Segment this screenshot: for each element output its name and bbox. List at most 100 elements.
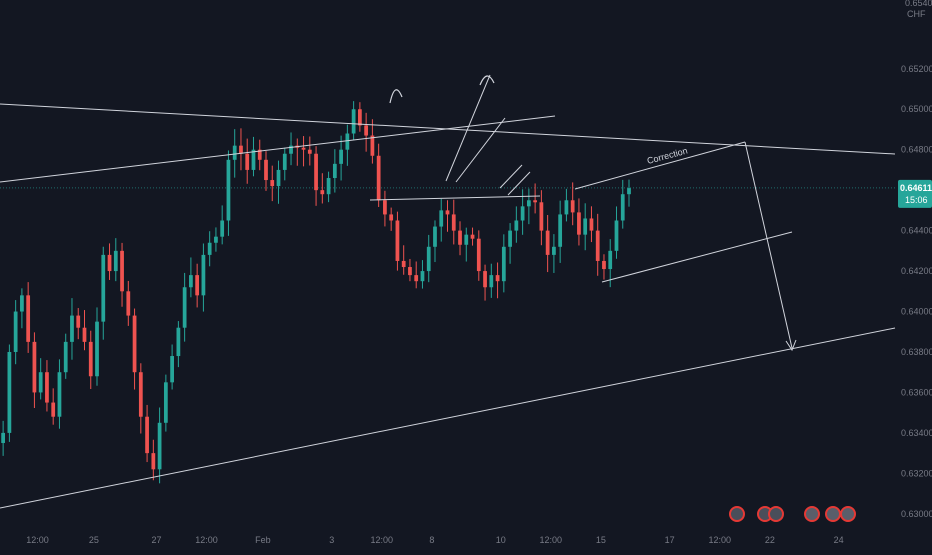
candle-body <box>70 315 74 342</box>
candle-body <box>7 351 12 433</box>
candle-body <box>76 315 81 328</box>
time-tick-label: 17 <box>665 535 675 545</box>
candle-body <box>220 220 225 237</box>
trendline[interactable] <box>445 74 491 182</box>
candle-body <box>82 327 87 342</box>
trendline[interactable] <box>574 141 746 190</box>
price-tick-label: 0.63600 <box>901 387 932 397</box>
trendline[interactable] <box>369 195 541 201</box>
candle-body <box>620 194 625 221</box>
candle-body <box>332 163 337 179</box>
price-tick-label: 0.64200 <box>901 266 932 276</box>
candle-body <box>107 254 112 272</box>
time-tick-label: 24 <box>834 535 844 545</box>
candle-body <box>583 218 588 235</box>
candle-body <box>289 145 293 154</box>
candle-body <box>126 291 131 316</box>
price-tick-label: 0.65200 <box>901 64 932 74</box>
current-price-label: 0.64611 <box>900 183 932 193</box>
price-axis[interactable] <box>897 0 932 550</box>
candle-body <box>439 210 444 227</box>
candle-body <box>370 135 375 156</box>
candle-body <box>426 246 431 272</box>
candle-body <box>38 372 43 393</box>
candle-body <box>614 220 619 251</box>
candle-body <box>257 149 262 160</box>
candle-body <box>470 234 475 239</box>
curve-marker <box>389 89 403 104</box>
price-tick-label: 0.63800 <box>901 347 932 357</box>
trendline[interactable] <box>0 327 896 509</box>
candle-body <box>232 145 237 160</box>
trendline[interactable] <box>499 164 523 189</box>
alert-icon[interactable] <box>825 506 841 522</box>
candle-body <box>320 190 325 195</box>
candle-body <box>476 238 481 272</box>
price-tick-label: 0.64000 <box>901 307 932 317</box>
candle-body <box>602 260 606 270</box>
flag-icon[interactable] <box>768 506 784 522</box>
candle-body <box>570 200 575 213</box>
trendline[interactable] <box>455 117 506 183</box>
countdown-label: 15:06 <box>905 195 928 205</box>
candle-body <box>88 341 93 377</box>
candle-body <box>451 214 456 231</box>
candle-body <box>358 109 362 126</box>
candle-body <box>51 402 56 417</box>
candle-body <box>145 416 149 454</box>
candle-body <box>138 372 143 417</box>
candle-body <box>57 372 62 417</box>
candle-body <box>182 287 187 328</box>
candle-body <box>545 230 550 255</box>
time-tick-label: 12:00 <box>540 535 563 545</box>
candle-body <box>270 180 275 187</box>
trendline[interactable] <box>507 171 531 196</box>
candle-body <box>45 372 49 403</box>
candle-body <box>389 214 394 221</box>
candle-body <box>207 242 212 255</box>
candle-body <box>13 311 18 352</box>
price-tick-label: 0.65000 <box>901 104 932 114</box>
candle-body <box>345 133 350 150</box>
candle-body <box>464 234 469 245</box>
trendline[interactable] <box>744 141 793 349</box>
candle-body <box>595 230 600 261</box>
candle-body <box>301 147 306 150</box>
candle-body <box>577 212 581 235</box>
candle-body <box>176 327 181 357</box>
candle-body <box>170 356 174 383</box>
curve-marker <box>479 75 495 86</box>
candle-body <box>383 200 387 215</box>
alert-icon[interactable] <box>840 506 856 522</box>
candle-body <box>1 432 6 444</box>
time-tick-label: 3 <box>329 535 334 545</box>
candle-body <box>251 149 256 170</box>
current-price-badge <box>898 179 932 208</box>
annotation-correction: Correction <box>646 146 689 166</box>
time-tick-label: Feb <box>255 535 271 545</box>
trendline[interactable] <box>601 231 793 283</box>
candle-body <box>201 254 206 296</box>
trendline[interactable] <box>0 115 556 183</box>
candle-body <box>282 153 287 170</box>
candle-body <box>239 145 243 154</box>
alert-icon[interactable] <box>804 506 820 522</box>
candle-body <box>132 315 137 373</box>
candle-body <box>314 153 318 191</box>
candle-body <box>276 169 281 187</box>
time-tick-label: 10 <box>496 535 506 545</box>
candle-body <box>564 200 569 215</box>
candle-body <box>552 246 556 255</box>
candle-body <box>501 246 506 282</box>
candle-body <box>414 275 419 282</box>
candle-body <box>401 260 406 268</box>
candle-body <box>495 275 500 282</box>
candle-body <box>226 159 231 221</box>
price-tick-label: 0.65400 <box>905 0 932 8</box>
candle-body <box>627 188 631 195</box>
candle-body <box>151 453 156 470</box>
undo-icon[interactable] <box>729 506 745 522</box>
candle-body <box>189 275 193 288</box>
